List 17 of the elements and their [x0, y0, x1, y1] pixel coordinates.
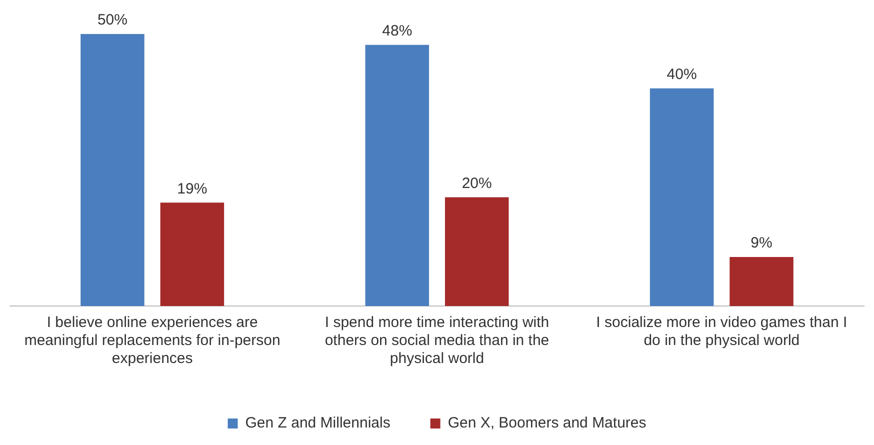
data-label: 9% [750, 234, 772, 252]
data-label: 20% [462, 174, 492, 192]
bar [80, 34, 144, 306]
x-tick-label: I socialize more in video games than I do in the physical world [596, 314, 848, 350]
bar [730, 257, 794, 306]
x-tick-label: I believe online experiences are meaningful replacements for in-person experiences [24, 314, 280, 368]
bar [650, 88, 714, 306]
data-label: 19% [177, 180, 208, 198]
data-label: 40% [666, 66, 697, 84]
bar [160, 202, 224, 306]
data-label: 50% [97, 12, 128, 29]
x-tick-label: I spend more time interacting with others on social media than in the physical world [324, 314, 550, 368]
data-label: 48% [382, 22, 412, 40]
legend-label: Gen X, Boomers and Matures [448, 414, 646, 432]
legend-label: Gen Z and Millennials [245, 414, 390, 432]
bar [365, 44, 430, 306]
bar [444, 197, 509, 306]
